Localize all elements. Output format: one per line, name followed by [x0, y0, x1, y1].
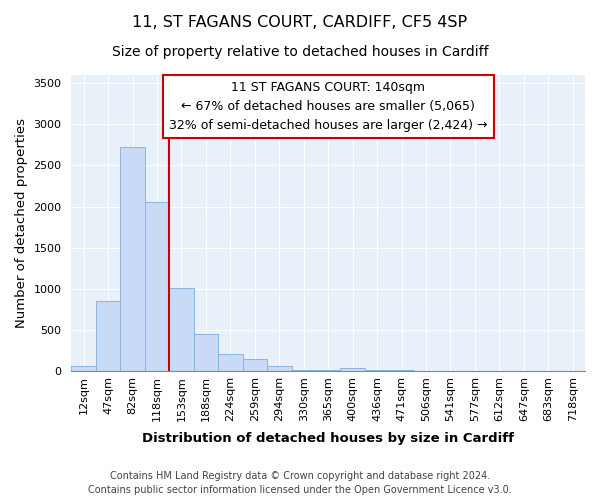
Bar — [267, 366, 292, 371]
Bar — [365, 370, 389, 371]
Bar — [218, 354, 242, 371]
Bar — [71, 366, 96, 371]
Text: Contains HM Land Registry data © Crown copyright and database right 2024.
Contai: Contains HM Land Registry data © Crown c… — [88, 471, 512, 495]
Bar — [340, 368, 365, 371]
Bar — [194, 334, 218, 371]
Bar — [242, 359, 267, 371]
X-axis label: Distribution of detached houses by size in Cardiff: Distribution of detached houses by size … — [142, 432, 514, 445]
Bar — [169, 288, 194, 371]
Text: Size of property relative to detached houses in Cardiff: Size of property relative to detached ho… — [112, 45, 488, 59]
Bar — [96, 301, 121, 371]
Y-axis label: Number of detached properties: Number of detached properties — [15, 118, 28, 328]
Bar — [145, 202, 169, 371]
Bar — [121, 148, 145, 371]
Text: 11 ST FAGANS COURT: 140sqm
← 67% of detached houses are smaller (5,065)
32% of s: 11 ST FAGANS COURT: 140sqm ← 67% of deta… — [169, 81, 487, 132]
Text: 11, ST FAGANS COURT, CARDIFF, CF5 4SP: 11, ST FAGANS COURT, CARDIFF, CF5 4SP — [133, 15, 467, 30]
